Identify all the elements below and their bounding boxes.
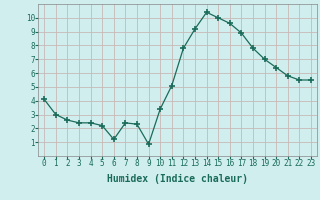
X-axis label: Humidex (Indice chaleur): Humidex (Indice chaleur) — [107, 174, 248, 184]
